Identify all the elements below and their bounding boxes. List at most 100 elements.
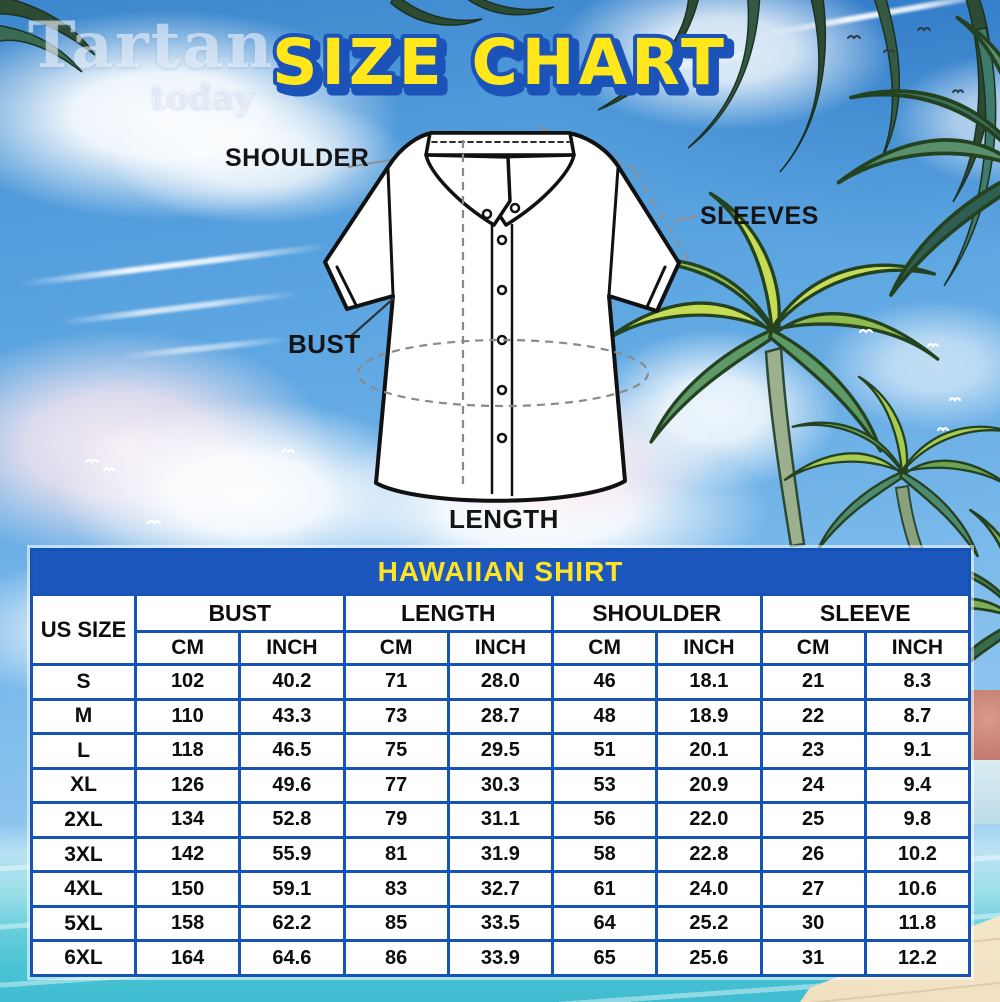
value-cell: 73 — [342, 697, 450, 736]
label-bust: BUST — [288, 329, 361, 359]
value-cell: 24 — [759, 766, 867, 805]
label-length: LENGTH — [449, 504, 559, 534]
value-cell: 21 — [759, 663, 867, 701]
value-cell: 150 — [133, 870, 242, 908]
table-row: XL 126 49.6 77 30.3 53 20.9 24 9.4 — [30, 766, 972, 805]
group-header-row: US SIZE BUST LENGTH SHOULDER SLEEVE — [30, 593, 971, 666]
size-column-header: US SIZE — [30, 593, 137, 666]
value-cell: 25.6 — [655, 939, 763, 977]
value-cell: 110 — [133, 697, 242, 736]
value-cell: 29.5 — [446, 732, 555, 770]
size-cell: 5XL — [30, 904, 137, 943]
value-cell: 58 — [550, 835, 659, 874]
value-cell: 86 — [342, 939, 450, 977]
value-cell: 83 — [342, 870, 450, 908]
value-cell: 142 — [133, 835, 242, 874]
value-cell: 56 — [550, 801, 659, 839]
value-cell: 10.2 — [863, 835, 972, 874]
value-cell: 61 — [550, 870, 659, 908]
size-cell: L — [30, 732, 137, 770]
value-cell: 31.1 — [446, 801, 555, 839]
unit-header: CM — [550, 630, 659, 666]
value-cell: 164 — [133, 939, 242, 977]
value-cell: 65 — [550, 939, 659, 977]
value-cell: 12.2 — [863, 939, 972, 977]
watermark-line1: Tartan — [28, 8, 275, 83]
value-cell: 9.4 — [863, 766, 972, 805]
table-title: HAWAIIAN SHIRT — [30, 548, 971, 596]
value-cell: 52.8 — [238, 801, 346, 839]
value-cell: 30.3 — [446, 766, 555, 805]
value-cell: 22 — [759, 697, 867, 736]
size-cell: 6XL — [30, 939, 137, 977]
value-cell: 11.8 — [863, 904, 972, 943]
value-cell: 28.0 — [446, 663, 555, 701]
value-cell: 51 — [550, 732, 659, 770]
value-cell: 30 — [759, 904, 867, 943]
value-cell: 49.6 — [238, 766, 346, 805]
page-title-text: SIZE CHART — [272, 26, 728, 99]
value-cell: 28.7 — [446, 697, 555, 736]
value-cell: 59.1 — [238, 870, 346, 908]
value-cell: 33.5 — [446, 904, 555, 943]
unit-header: INCH — [655, 630, 763, 666]
value-cell: 64.6 — [238, 939, 346, 977]
value-cell: 158 — [133, 904, 242, 943]
value-cell: 85 — [342, 904, 450, 943]
cloud — [110, 95, 410, 225]
value-cell: 25.2 — [655, 904, 763, 943]
value-cell: 64 — [550, 904, 659, 943]
value-cell: 48 — [550, 697, 659, 736]
unit-header: INCH — [238, 630, 346, 666]
size-cell: XL — [30, 766, 137, 805]
unit-header-row: CM INCH CM INCH CM INCH CM INCH — [32, 630, 972, 666]
group-header: SHOULDER — [551, 593, 763, 633]
label-shoulder: SHOULDER — [225, 144, 370, 172]
label-sleeves: SLEEVES — [700, 202, 819, 230]
value-cell: 18.9 — [655, 697, 763, 736]
group-header: SLEEVE — [759, 593, 971, 633]
birds — [84, 27, 964, 525]
value-cell: 9.8 — [863, 801, 972, 839]
value-cell: 81 — [342, 835, 450, 874]
value-cell: 40.2 — [238, 663, 346, 701]
value-cell: 23 — [759, 732, 867, 770]
size-cell: 4XL — [30, 870, 137, 908]
size-cell: 2XL — [30, 801, 137, 839]
value-cell: 20.1 — [655, 732, 763, 770]
value-cell: 20.9 — [655, 766, 763, 805]
unit-header: INCH — [863, 630, 972, 666]
value-cell: 71 — [342, 663, 450, 701]
palm-tree-large — [602, 191, 940, 548]
value-cell: 102 — [133, 663, 242, 701]
value-cell: 77 — [342, 766, 450, 805]
table-row: 3XL 142 55.9 81 31.9 58 22.8 26 10.2 — [30, 835, 972, 874]
value-cell: 134 — [133, 801, 242, 839]
page-title: SIZE CHART SIZE CHART — [268, 22, 734, 111]
value-cell: 10.6 — [863, 870, 972, 908]
size-cell: M — [30, 697, 137, 736]
value-cell: 53 — [550, 766, 659, 805]
table-row: 2XL 134 52.8 79 31.1 56 22.0 25 9.8 — [30, 801, 972, 839]
table-row: M 110 43.3 73 28.7 48 18.9 22 8.7 — [30, 697, 972, 736]
watermark-logo: Tartan today — [28, 8, 275, 115]
value-cell: 46 — [550, 663, 659, 701]
value-cell: 46.5 — [238, 732, 346, 770]
group-header: BUST — [134, 593, 346, 633]
shirt-diagram — [323, 126, 699, 503]
unit-header: CM — [759, 630, 867, 666]
size-cell: S — [30, 663, 137, 701]
unit-header: CM — [342, 630, 450, 666]
unit-header: INCH — [446, 630, 555, 666]
table-row: S 102 40.2 71 28.0 46 18.1 21 8.3 — [30, 663, 972, 701]
table-row: 6XL 164 64.6 86 33.9 65 25.6 31 12.2 — [30, 939, 972, 977]
table-row: 5XL 158 62.2 85 33.5 64 25.2 30 11.8 — [30, 904, 972, 943]
value-cell: 43.3 — [238, 697, 346, 736]
table-body: S 102 40.2 71 28.0 46 18.1 21 8.3 M 110 43.3 73 28.7 4… — [30, 663, 972, 977]
value-cell: 22.8 — [655, 835, 763, 874]
value-cell: 31.9 — [446, 835, 555, 874]
value-cell: 22.0 — [655, 801, 763, 839]
value-cell: 33.9 — [446, 939, 555, 977]
